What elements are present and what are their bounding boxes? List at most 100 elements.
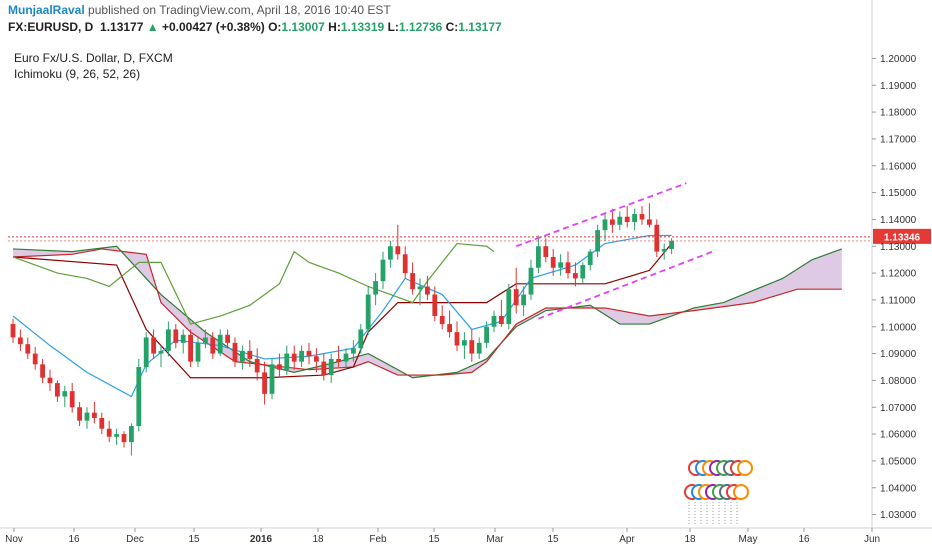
candle (402, 246, 408, 279)
time-tick-label: 2016 (250, 534, 273, 545)
economic-events-icons (684, 460, 753, 524)
candle-body (447, 324, 452, 333)
candle (180, 329, 186, 354)
candle-body (476, 342, 482, 354)
time-tick-label: 18 (684, 534, 696, 545)
candle (380, 251, 386, 290)
price-tick-label: 1.15000 (880, 188, 917, 199)
candle-body (462, 340, 467, 346)
candle-body (380, 259, 386, 282)
candle (18, 329, 23, 351)
published-text: published on TradingView.com, April 18, … (88, 3, 391, 17)
candle-body (328, 358, 334, 376)
candle (195, 337, 201, 367)
candle (151, 329, 156, 359)
senkou-span-a-line (12, 245, 843, 379)
author-link[interactable]: MunjaalRaval (8, 3, 85, 17)
candle-body (284, 353, 290, 370)
candle (343, 348, 349, 370)
candle (454, 321, 460, 351)
candle-body (610, 219, 615, 225)
candle-body (77, 407, 82, 421)
candle-body (358, 329, 364, 349)
drawing-overlay: 1.13346 (8, 182, 931, 524)
candle (143, 332, 149, 373)
candle-body (158, 350, 164, 354)
candle-body (25, 344, 31, 354)
candle-body (306, 350, 312, 357)
symbol-label: FX:EURUSD, D (8, 20, 94, 34)
published-line: MunjaalRaval published on TradingView.co… (8, 3, 391, 17)
time-tick-label: 16 (68, 534, 80, 545)
candle (188, 329, 193, 367)
candle (654, 219, 660, 257)
candle (580, 262, 586, 284)
candle (328, 353, 334, 384)
senkou-span-b-line (12, 248, 842, 376)
candle (240, 345, 245, 370)
open-label: O: (268, 20, 282, 34)
price-tick-label: 1.17000 (880, 134, 917, 145)
kijun-sen-line (12, 243, 673, 379)
candle (203, 329, 208, 349)
candle-body (491, 316, 497, 327)
candle-body (291, 353, 297, 362)
candle (69, 383, 75, 413)
candle (661, 243, 667, 260)
candle-body (624, 216, 630, 223)
candlestick-series (10, 203, 674, 456)
candle (306, 342, 312, 365)
candle-body (513, 289, 519, 306)
candle (439, 305, 445, 330)
quote-bar: FX:EURUSD, D 1.13177 ▲ +0.00427 (+0.38%)… (8, 20, 502, 34)
candle-body (484, 326, 489, 343)
candle (225, 329, 230, 349)
candle (550, 248, 556, 276)
candle (284, 345, 290, 376)
candle (173, 324, 179, 349)
candle-body (40, 364, 45, 378)
up-arrow-icon: ▲ (146, 20, 159, 34)
candle-body (277, 364, 282, 370)
price-tick-label: 1.07000 (880, 403, 917, 414)
time-tick-label: 15 (547, 534, 559, 545)
candle-body (647, 219, 652, 225)
candle-body (180, 334, 186, 343)
price-change: +0.00427 (+0.38%) (161, 20, 265, 34)
candle-body (151, 337, 156, 354)
candle-body (454, 332, 460, 346)
price-tick-label: 1.12000 (880, 269, 917, 280)
candle-body (395, 246, 401, 255)
candle (247, 340, 253, 367)
candle (491, 310, 497, 333)
candle (314, 348, 319, 373)
price-tick-label: 1.20000 (880, 54, 917, 65)
candle-body (351, 348, 356, 354)
indicator-label[interactable]: Ichimoku (9, 26, 52, 26) (14, 67, 141, 81)
time-tick-label: May (739, 534, 758, 545)
candle (469, 329, 475, 362)
candle-body (521, 294, 526, 306)
candle (99, 412, 105, 435)
candle-body (106, 428, 112, 437)
candle (669, 238, 674, 255)
time-tick-label: 15 (428, 534, 440, 545)
candle-body (62, 391, 68, 397)
candle (358, 324, 364, 354)
candle (639, 206, 645, 225)
candle-body (262, 372, 267, 394)
candle (632, 208, 637, 231)
candle-body (439, 316, 445, 325)
time-tick-label: Mar (486, 534, 504, 545)
candle (269, 358, 275, 400)
candle-body (336, 358, 341, 362)
candle (232, 337, 238, 367)
candle (565, 251, 571, 279)
candle (321, 353, 327, 381)
candle (32, 346, 38, 370)
candle-body (639, 214, 645, 220)
candle (610, 208, 615, 233)
candle (521, 286, 526, 317)
price-axis: 1.20000 1.19000 1.18000 1.17000 1.16000 1.150… (871, 0, 917, 528)
